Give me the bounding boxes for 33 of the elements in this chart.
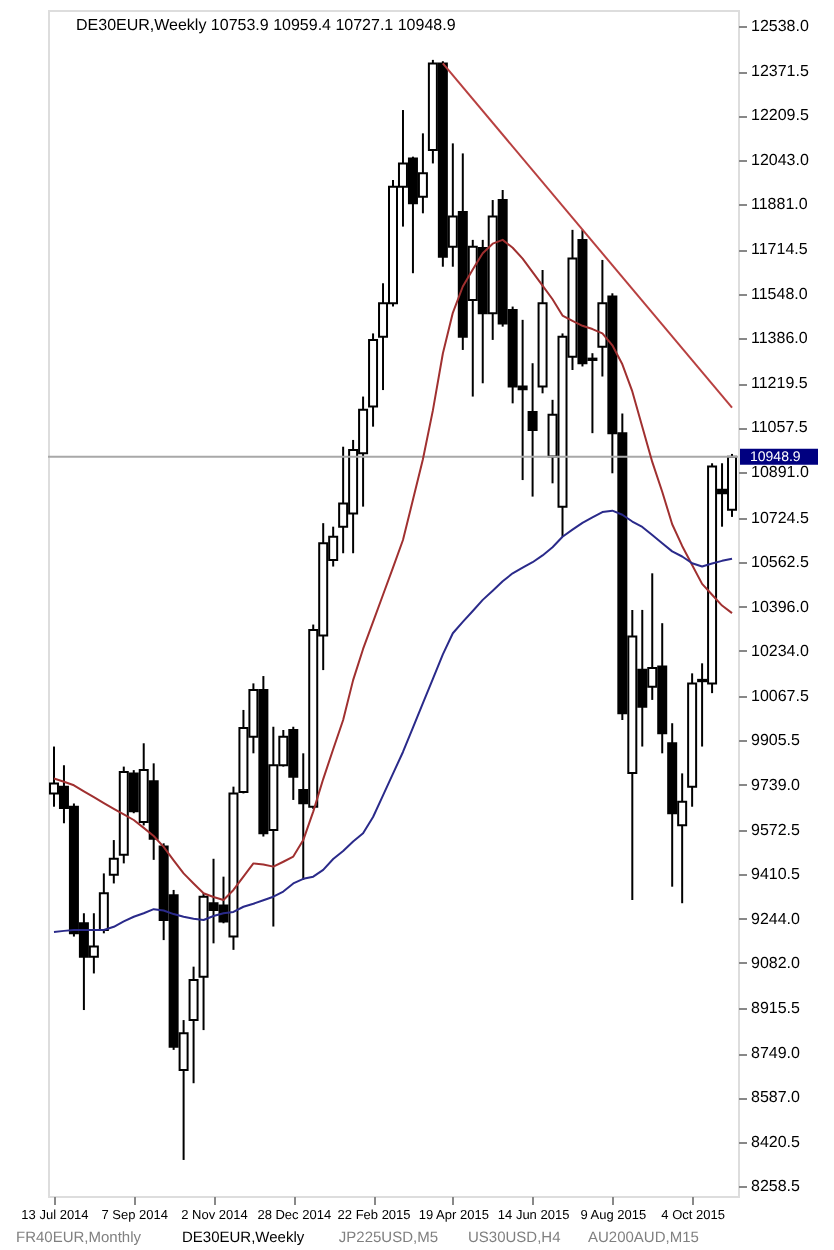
candlestick xyxy=(527,362,538,498)
candlestick xyxy=(98,872,109,935)
y-tick-label: 11714.5 xyxy=(751,240,809,259)
y-tick-label: 10067.5 xyxy=(751,686,810,705)
y-tick-label: 11881.0 xyxy=(751,195,809,214)
y-tick-label: 11548.0 xyxy=(751,285,809,304)
y-tick-label: 10562.5 xyxy=(751,552,810,571)
y-tick-label: 9082.0 xyxy=(751,953,802,972)
y-tick-label: 11057.5 xyxy=(751,418,809,437)
y-tick-label: 10396.0 xyxy=(751,597,810,616)
y-tick-label: 11219.5 xyxy=(751,374,809,393)
candlestick xyxy=(108,839,119,885)
candlestick xyxy=(188,965,199,1085)
y-tick-label: 8258.5 xyxy=(751,1177,802,1196)
y-tick-label: 10891.0 xyxy=(751,463,810,482)
y-tick-label: 9739.0 xyxy=(751,775,802,794)
y-tick-label: 8587.0 xyxy=(751,1088,802,1107)
y-tick-label: 10724.5 xyxy=(751,508,810,527)
y-tick-label: 9572.5 xyxy=(751,820,802,839)
line-series xyxy=(52,238,734,901)
y-tick-label: 8420.5 xyxy=(751,1133,802,1152)
y-tick-label: 11386.0 xyxy=(751,329,809,348)
chart-title: DE30EUR,Weekly 10753.9 10959.4 10727.1 10948.9 xyxy=(76,16,457,34)
y-tick-label: 12043.0 xyxy=(751,151,810,170)
y-tick-label: 12209.5 xyxy=(751,106,810,125)
y-tick-label: 9410.5 xyxy=(751,864,802,883)
y-tick-label: 12371.5 xyxy=(751,62,810,81)
y-tick-label: 8749.0 xyxy=(751,1044,802,1063)
y-tick-label: 9244.0 xyxy=(751,909,802,928)
y-tick-label: 10234.0 xyxy=(751,641,810,660)
y-tick-label: 8915.5 xyxy=(751,999,802,1017)
y-tick-label: 9905.5 xyxy=(751,730,802,749)
y-tick-label: 12538.0 xyxy=(751,16,810,35)
